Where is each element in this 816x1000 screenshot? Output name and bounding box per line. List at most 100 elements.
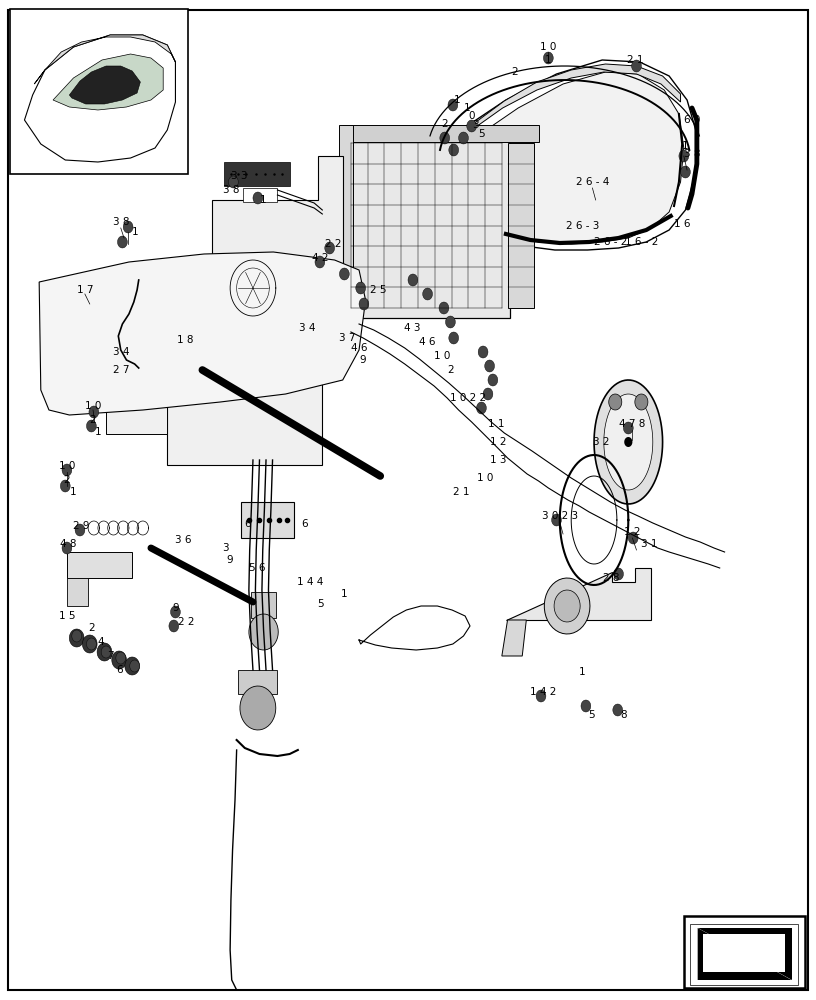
Text: 1 4 2: 1 4 2: [530, 687, 557, 697]
Polygon shape: [184, 306, 233, 340]
Text: 2 6 - 4: 2 6 - 4: [576, 177, 609, 187]
Text: 1 1: 1 1: [488, 419, 504, 429]
Text: 2: 2: [64, 475, 70, 485]
Polygon shape: [101, 646, 111, 658]
Polygon shape: [356, 282, 366, 294]
Polygon shape: [554, 590, 580, 622]
Polygon shape: [624, 437, 632, 447]
Polygon shape: [39, 252, 366, 415]
Text: 1 5: 1 5: [59, 611, 75, 621]
Polygon shape: [359, 298, 369, 310]
Polygon shape: [82, 635, 97, 653]
Text: 1 6 - 2: 1 6 - 2: [625, 237, 658, 247]
Text: 1 2: 1 2: [624, 527, 641, 537]
Polygon shape: [183, 342, 232, 374]
Polygon shape: [506, 568, 651, 620]
Polygon shape: [315, 256, 325, 268]
Text: 4: 4: [97, 637, 104, 647]
Polygon shape: [604, 394, 653, 490]
Text: 5 6: 5 6: [249, 563, 265, 573]
Polygon shape: [343, 133, 510, 318]
Polygon shape: [420, 60, 697, 250]
Polygon shape: [113, 386, 132, 404]
Polygon shape: [478, 346, 488, 358]
Polygon shape: [700, 930, 793, 978]
Polygon shape: [448, 99, 458, 111]
Polygon shape: [24, 35, 175, 162]
Polygon shape: [212, 156, 343, 270]
Polygon shape: [467, 120, 477, 132]
Text: 2: 2: [88, 623, 95, 633]
Polygon shape: [440, 132, 450, 144]
Polygon shape: [251, 592, 276, 618]
Polygon shape: [188, 310, 230, 336]
Polygon shape: [116, 652, 126, 664]
Polygon shape: [613, 704, 623, 716]
Text: 2: 2: [441, 119, 448, 129]
Text: 3 3: 3 3: [231, 171, 247, 181]
Polygon shape: [623, 422, 633, 434]
Text: 6 0: 6 0: [684, 115, 700, 125]
Polygon shape: [698, 928, 792, 980]
Polygon shape: [240, 686, 276, 730]
Text: 9: 9: [360, 355, 366, 365]
Polygon shape: [241, 502, 294, 538]
Polygon shape: [89, 406, 99, 418]
Text: 1 0: 1 0: [477, 473, 494, 483]
Polygon shape: [449, 144, 459, 156]
Text: 1 7: 1 7: [77, 285, 93, 295]
Text: 2: 2: [447, 365, 454, 375]
Text: 1 2: 1 2: [490, 437, 506, 447]
Polygon shape: [628, 532, 638, 544]
Text: 4 2: 4 2: [313, 253, 329, 263]
Polygon shape: [635, 394, 648, 410]
Polygon shape: [60, 480, 70, 492]
Text: 1: 1: [70, 487, 77, 497]
Text: 3 6: 3 6: [175, 535, 191, 545]
Polygon shape: [69, 66, 140, 104]
Text: 2 9: 2 9: [73, 521, 90, 531]
Polygon shape: [112, 651, 126, 669]
Text: 1: 1: [131, 227, 138, 237]
Text: 2 1: 2 1: [453, 487, 469, 497]
Text: 3 4: 3 4: [113, 347, 129, 357]
Polygon shape: [106, 356, 167, 434]
Text: 4 6: 4 6: [351, 343, 367, 353]
Polygon shape: [325, 242, 335, 254]
Polygon shape: [477, 402, 486, 414]
Text: 2: 2: [511, 67, 517, 77]
Text: 1: 1: [682, 141, 689, 151]
Text: 3 7: 3 7: [339, 333, 355, 343]
Polygon shape: [169, 620, 179, 632]
Polygon shape: [679, 150, 689, 162]
Polygon shape: [86, 420, 96, 432]
Text: 1 6: 1 6: [674, 219, 690, 229]
Polygon shape: [186, 346, 228, 370]
Polygon shape: [609, 394, 622, 410]
Text: 9: 9: [227, 555, 233, 565]
Text: 1: 1: [454, 95, 460, 105]
Polygon shape: [690, 924, 798, 985]
Text: 8: 8: [620, 710, 627, 720]
Polygon shape: [429, 64, 681, 172]
Polygon shape: [34, 35, 175, 84]
Polygon shape: [632, 60, 641, 72]
Text: 3 4: 3 4: [299, 323, 315, 333]
Polygon shape: [408, 274, 418, 286]
Text: 3 8: 3 8: [113, 217, 129, 227]
Text: 3 1: 3 1: [641, 539, 658, 549]
Polygon shape: [681, 166, 690, 178]
Bar: [10, 9, 188, 174]
Text: 1: 1: [95, 427, 101, 437]
Polygon shape: [253, 192, 263, 204]
Polygon shape: [581, 700, 591, 712]
Polygon shape: [62, 464, 72, 476]
Text: 2 2: 2 2: [325, 239, 341, 249]
Polygon shape: [167, 270, 322, 465]
Polygon shape: [449, 332, 459, 344]
Polygon shape: [698, 928, 792, 980]
Polygon shape: [703, 934, 785, 972]
Text: 4 3: 4 3: [404, 323, 420, 333]
Polygon shape: [594, 380, 663, 504]
Text: 2 1: 2 1: [627, 55, 643, 65]
